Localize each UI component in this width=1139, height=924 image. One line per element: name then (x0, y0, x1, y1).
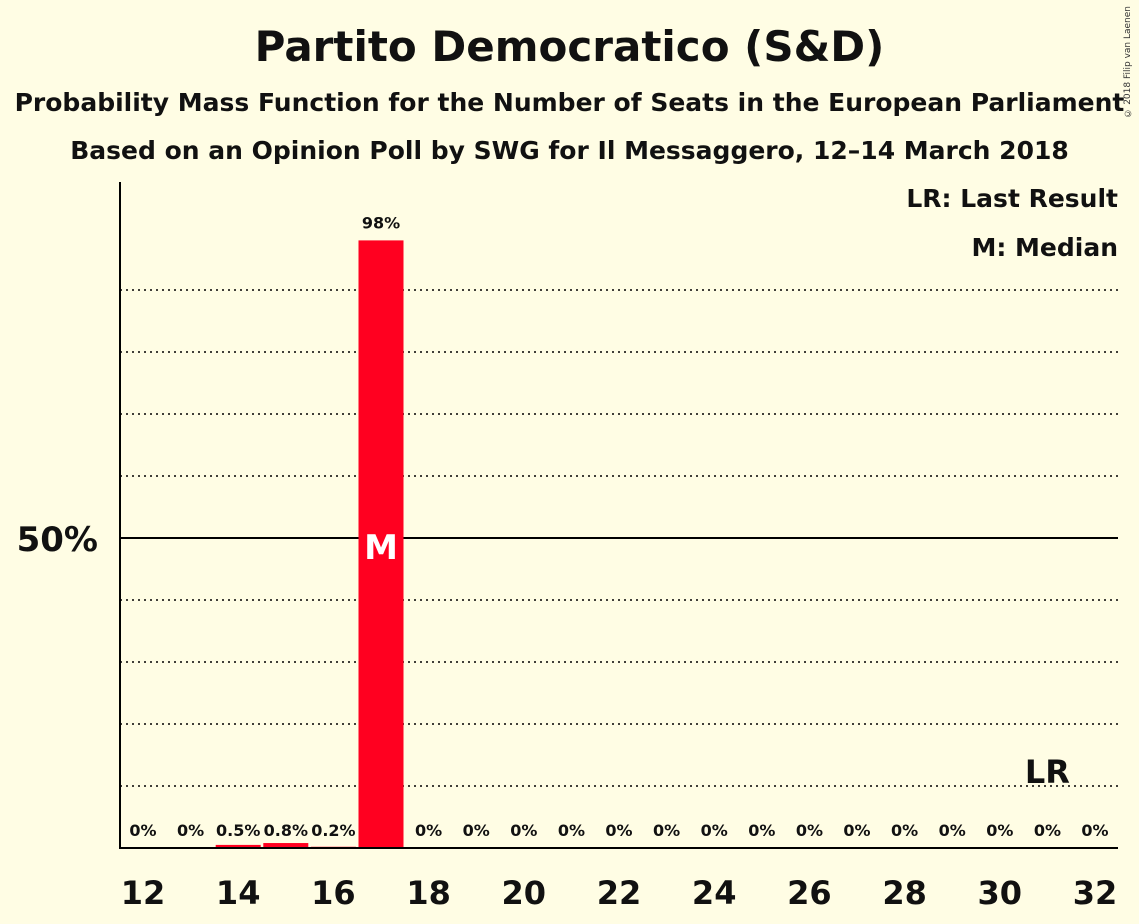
data-label-seat-32: 0% (1081, 821, 1108, 840)
bar-seat-14 (215, 844, 261, 848)
chart-subtitle: Probability Mass Function for the Number… (14, 88, 1125, 117)
x-tick-label-22: 22 (597, 874, 642, 912)
x-tick-label-20: 20 (502, 874, 547, 912)
x-tick-label-12: 12 (121, 874, 166, 912)
data-label-seat-20: 0% (510, 821, 537, 840)
data-label-seat-31: 0% (1034, 821, 1061, 840)
data-label-seat-17: 98% (362, 213, 400, 232)
legend-last-result: LR: Last Result (906, 184, 1118, 213)
axes-group: 50% 12 14 16 18 20 22 24 26 28 30 32 (17, 182, 1118, 912)
median-marker: M (364, 528, 398, 568)
data-label-seat-27: 0% (843, 821, 870, 840)
data-label-seat-19: 0% (463, 821, 490, 840)
last-result-marker: LR (1025, 753, 1070, 791)
x-tick-label-18: 18 (406, 874, 451, 912)
x-tick-label-32: 32 (1073, 874, 1118, 912)
x-tick-label-30: 30 (978, 874, 1023, 912)
data-label-seat-30: 0% (986, 821, 1013, 840)
bars-group (215, 240, 404, 848)
data-label-seat-25: 0% (748, 821, 775, 840)
data-label-seat-26: 0% (796, 821, 823, 840)
x-tick-label-24: 24 (692, 874, 737, 912)
data-label-seat-24: 0% (701, 821, 728, 840)
chart-subtitle-source: Based on an Opinion Poll by SWG for Il M… (70, 136, 1069, 165)
data-label-seat-21: 0% (558, 821, 585, 840)
grid-lines (120, 289, 1118, 787)
y-tick-label-50: 50% (17, 520, 98, 560)
data-label-seat-13: 0% (177, 821, 204, 840)
chart-title: Partito Democratico (S&D) (254, 22, 885, 71)
data-label-seat-29: 0% (939, 821, 966, 840)
data-label-seat-15: 0.8% (264, 821, 308, 840)
data-labels-group: 0% 0% 0.5% 0.8% 0.2% 98% 0% 0% 0% 0% 0% 0% 0% 0% 0% 0% 0… (129, 213, 1108, 840)
data-label-seat-28: 0% (891, 821, 918, 840)
x-tick-label-28: 28 (882, 874, 927, 912)
bar-seat-15 (263, 843, 309, 848)
data-label-seat-14: 0.5% (216, 821, 260, 840)
data-label-seat-18: 0% (415, 821, 442, 840)
data-label-seat-23: 0% (653, 821, 680, 840)
data-label-seat-16: 0.2% (311, 821, 355, 840)
x-tick-label-26: 26 (787, 874, 832, 912)
data-label-seat-22: 0% (605, 821, 632, 840)
legend-median: M: Median (971, 233, 1118, 262)
x-tick-label-14: 14 (216, 874, 261, 912)
bar-seat-17 (358, 240, 404, 848)
x-tick-label-16: 16 (311, 874, 356, 912)
data-label-seat-12: 0% (129, 821, 156, 840)
